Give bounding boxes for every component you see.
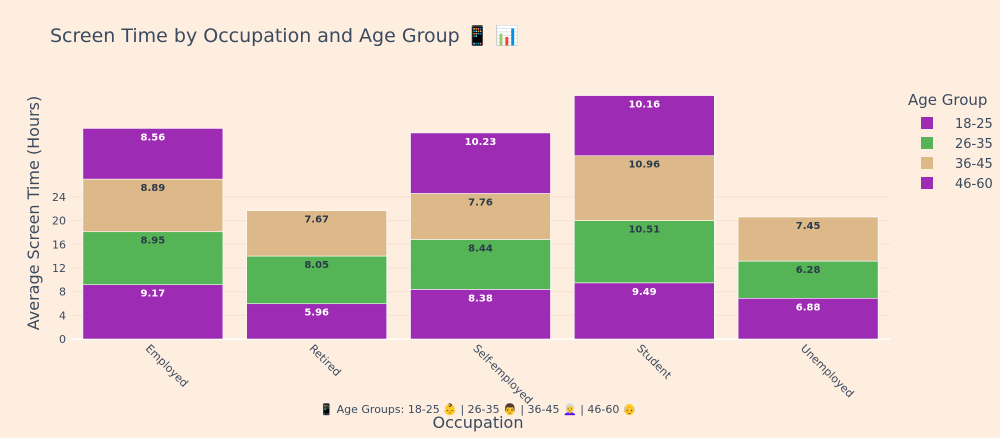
legend-label-18-25[interactable]: 18-25	[955, 117, 993, 132]
bar-segment-employed-46-60[interactable]	[82, 128, 224, 180]
bars: 9.17 8.95 8.89 8.56 5.96 8.05 7.67 8.38 8.44 7.76…	[82, 95, 879, 340]
legend-swatch-46-60[interactable]	[921, 177, 933, 189]
y-tick-label: 20	[52, 215, 66, 228]
chart-title: Screen Time by Occupation and Age Group …	[50, 24, 519, 47]
age-groups-annotation: 📱 Age Groups: 18-25 👶 | 26-35 👨 | 36-45 …	[319, 403, 636, 416]
bar-value-label: 10.23	[465, 137, 497, 148]
bar-value-label: 8.05	[304, 260, 329, 271]
bar-segment-unemployed-18-25[interactable]	[737, 297, 879, 340]
bar-segment-retired-18-25[interactable]	[246, 303, 387, 340]
bar-value-label: 5.96	[304, 308, 329, 319]
bar-segment-unemployed-36-45[interactable]	[737, 216, 879, 262]
y-tick-label: 12	[52, 262, 66, 275]
bar-segment-student-46-60[interactable]	[573, 95, 715, 157]
x-tick-label: Retired	[307, 342, 344, 379]
bar-segment-employed-36-45[interactable]	[82, 178, 224, 233]
bar-value-label: 7.67	[304, 215, 329, 226]
bar-value-label: 7.45	[796, 221, 821, 232]
bar-value-label: 9.49	[632, 287, 657, 298]
legend-swatch-26-35[interactable]	[921, 137, 933, 149]
bar-segment-unemployed-26-35[interactable]	[737, 260, 879, 299]
bar-segment-employed-18-25[interactable]	[82, 284, 224, 340]
legend-label-26-35[interactable]: 26-35	[955, 137, 993, 152]
y-axis-title: Average Screen Time (Hours)	[24, 96, 43, 330]
bar-segment-self-employed-18-25[interactable]	[410, 289, 551, 340]
bar-value-label: 10.96	[628, 160, 660, 171]
bar-segment-retired-26-35[interactable]	[246, 255, 387, 305]
bar-value-label: 8.95	[141, 236, 166, 247]
bar-value-label: 8.56	[141, 132, 166, 143]
bar-value-label: 8.38	[468, 293, 493, 304]
legend-label-36-45[interactable]: 36-45	[955, 157, 993, 172]
x-tick-label: Self-employed	[470, 342, 535, 407]
y-tick-label: 0	[59, 333, 66, 346]
bar-segment-self-employed-46-60[interactable]	[410, 132, 551, 194]
x-axis-title: Occupation	[433, 413, 524, 432]
legend-label-46-60[interactable]: 46-60	[955, 177, 993, 192]
bar-value-label: 6.28	[796, 265, 821, 276]
legend-swatch-18-25[interactable]	[921, 117, 933, 129]
bar-value-label: 9.17	[141, 289, 166, 300]
y-tick-label: 24	[52, 191, 66, 204]
x-axis: Employed Retired Self-employed Student Unemp…	[143, 342, 857, 407]
bar-segment-self-employed-36-45[interactable]	[410, 193, 551, 240]
legend: Age Group 18-25 26-35 36-45 46-60	[908, 91, 993, 192]
bar-value-label: 6.88	[796, 302, 821, 313]
bar-segment-student-36-45[interactable]	[573, 155, 715, 221]
y-tick-label: 4	[59, 309, 66, 322]
y-axis: 0 4 8 12 16 20 24	[52, 191, 66, 346]
x-tick-label: Employed	[143, 342, 191, 390]
bar-value-label: 10.51	[628, 225, 660, 236]
bar-segment-self-employed-26-35[interactable]	[410, 239, 551, 290]
bar-value-label: 8.44	[468, 243, 493, 254]
y-tick-label: 8	[59, 286, 66, 299]
bar-value-label: 7.76	[468, 197, 493, 208]
bar-value-label: 10.16	[628, 100, 660, 111]
bar-segment-student-26-35[interactable]	[573, 220, 715, 284]
bar-segment-employed-26-35[interactable]	[82, 231, 224, 286]
x-tick-label: Student	[634, 342, 674, 382]
legend-title: Age Group	[908, 91, 987, 109]
x-tick-label: Unemployed	[798, 342, 856, 400]
bar-segment-student-18-25[interactable]	[573, 282, 715, 340]
legend-swatch-36-45[interactable]	[921, 157, 933, 169]
y-tick-label: 16	[52, 238, 66, 251]
bar-value-label: 8.89	[141, 183, 166, 194]
bar-segment-retired-36-45[interactable]	[246, 210, 387, 257]
